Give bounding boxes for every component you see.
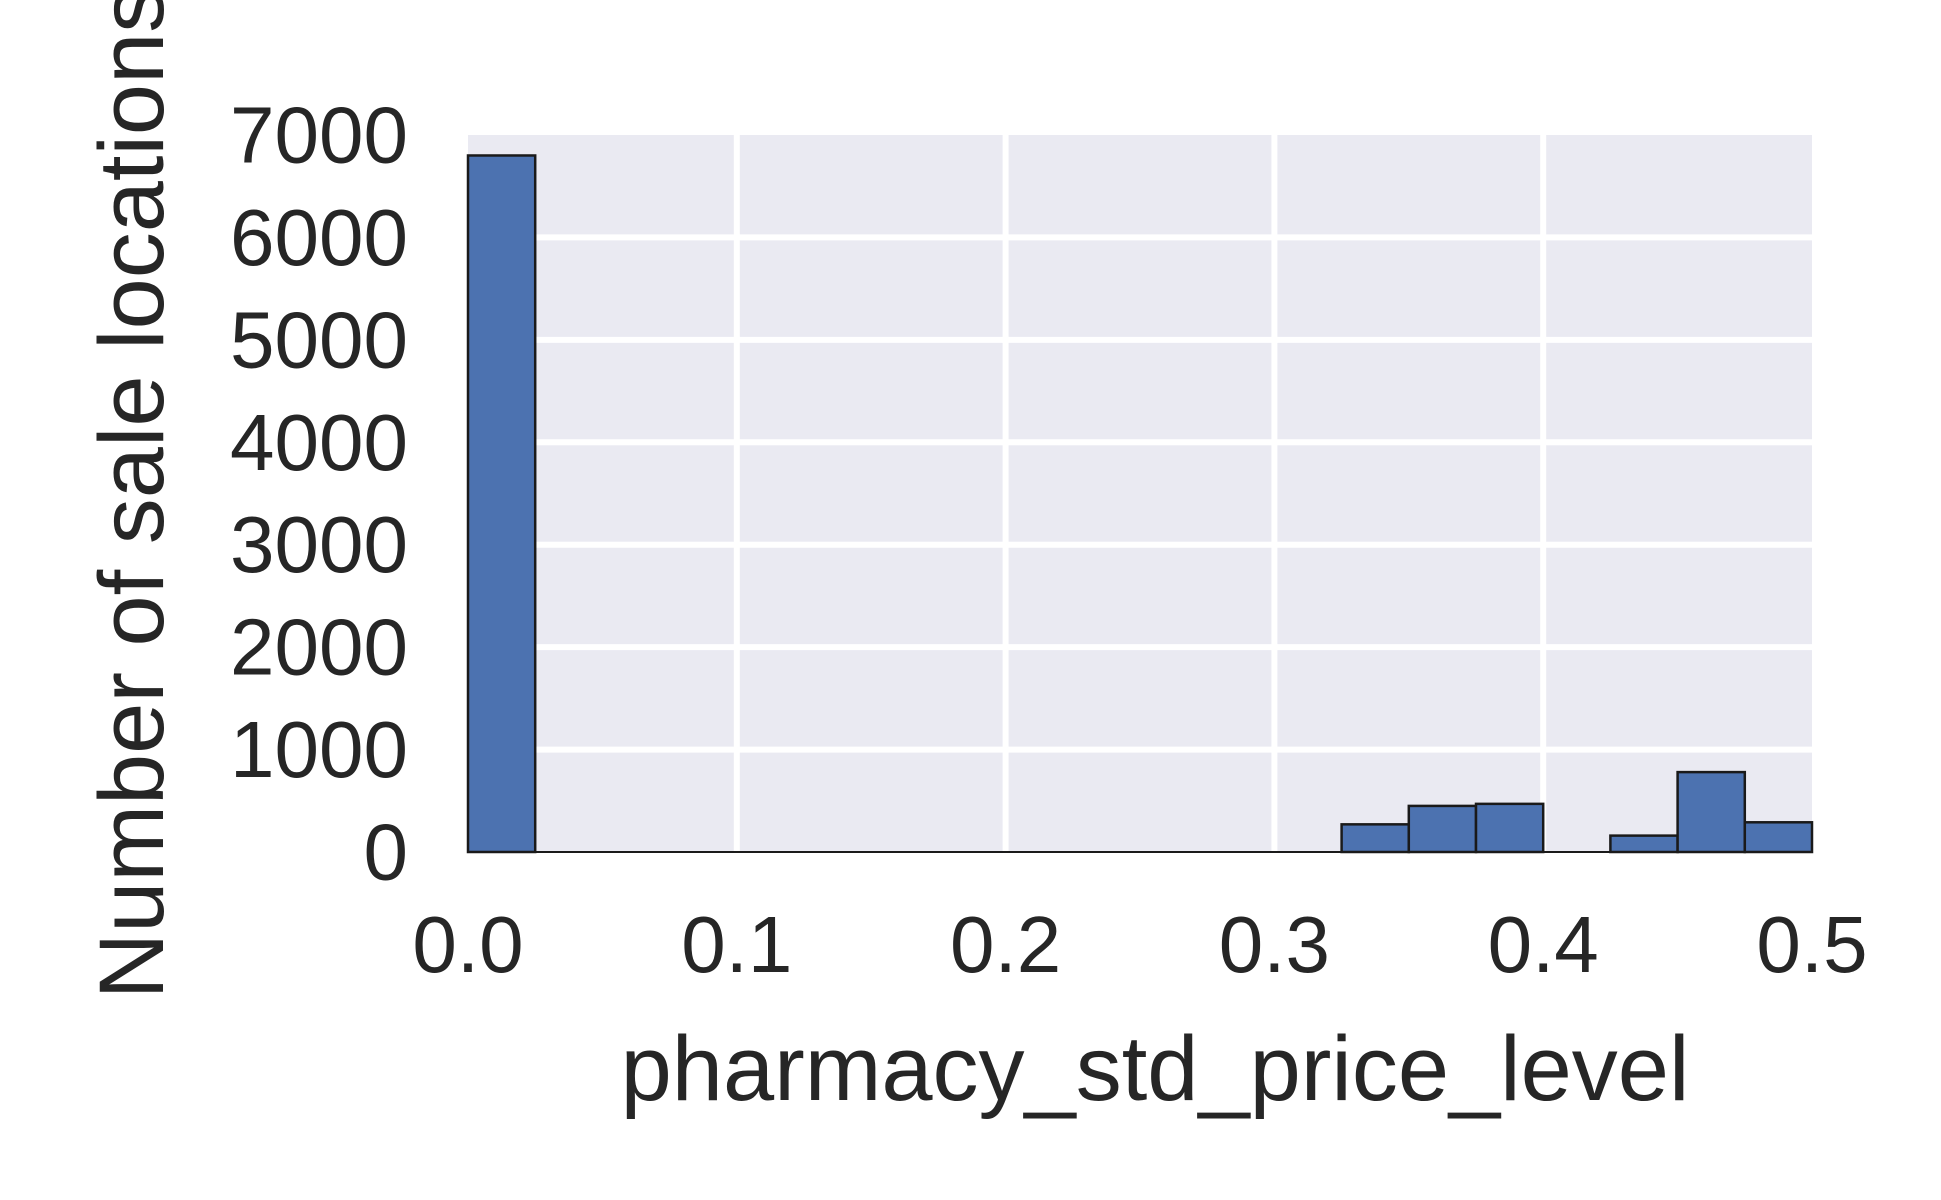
histogram-bar (1676, 770, 1747, 854)
y-tick-label: 7000 (230, 91, 408, 180)
histogram-bar (466, 154, 537, 854)
x-axis-label: pharmacy_std_price_level (621, 1018, 1690, 1120)
x-tick-label: 0.0 (412, 900, 523, 989)
x-tick-label: 0.2 (950, 900, 1061, 989)
y-tick-label: 1000 (230, 705, 408, 794)
y-tick-label: 5000 (230, 295, 408, 384)
y-tick-label: 6000 (230, 193, 408, 282)
y-tick-labels: 0 1000 2000 3000 4000 5000 6000 7000 (230, 91, 408, 897)
histogram-bar (1407, 804, 1478, 854)
histogram-bar (1609, 834, 1679, 854)
x-tick-label: 0.5 (1756, 900, 1867, 989)
y-tick-label: 4000 (230, 398, 408, 487)
y-tick-label: 2000 (230, 603, 408, 692)
x-tick-label: 0.4 (1488, 900, 1599, 989)
x-tick-label: 0.1 (681, 900, 792, 989)
histogram-bar (1474, 802, 1545, 854)
x-tick-labels: 0.0 0.1 0.2 0.3 0.4 0.5 (412, 900, 1867, 989)
grid-lines (468, 135, 1812, 852)
histogram-bar (1743, 821, 1814, 854)
histogram-bar (1340, 823, 1411, 854)
x-tick-label: 0.3 (1219, 900, 1330, 989)
y-axis-label: Number of sale locations (81, 0, 183, 999)
y-tick-label: 0 (364, 808, 409, 897)
plot-area (468, 135, 1812, 852)
y-tick-label: 3000 (230, 500, 408, 589)
